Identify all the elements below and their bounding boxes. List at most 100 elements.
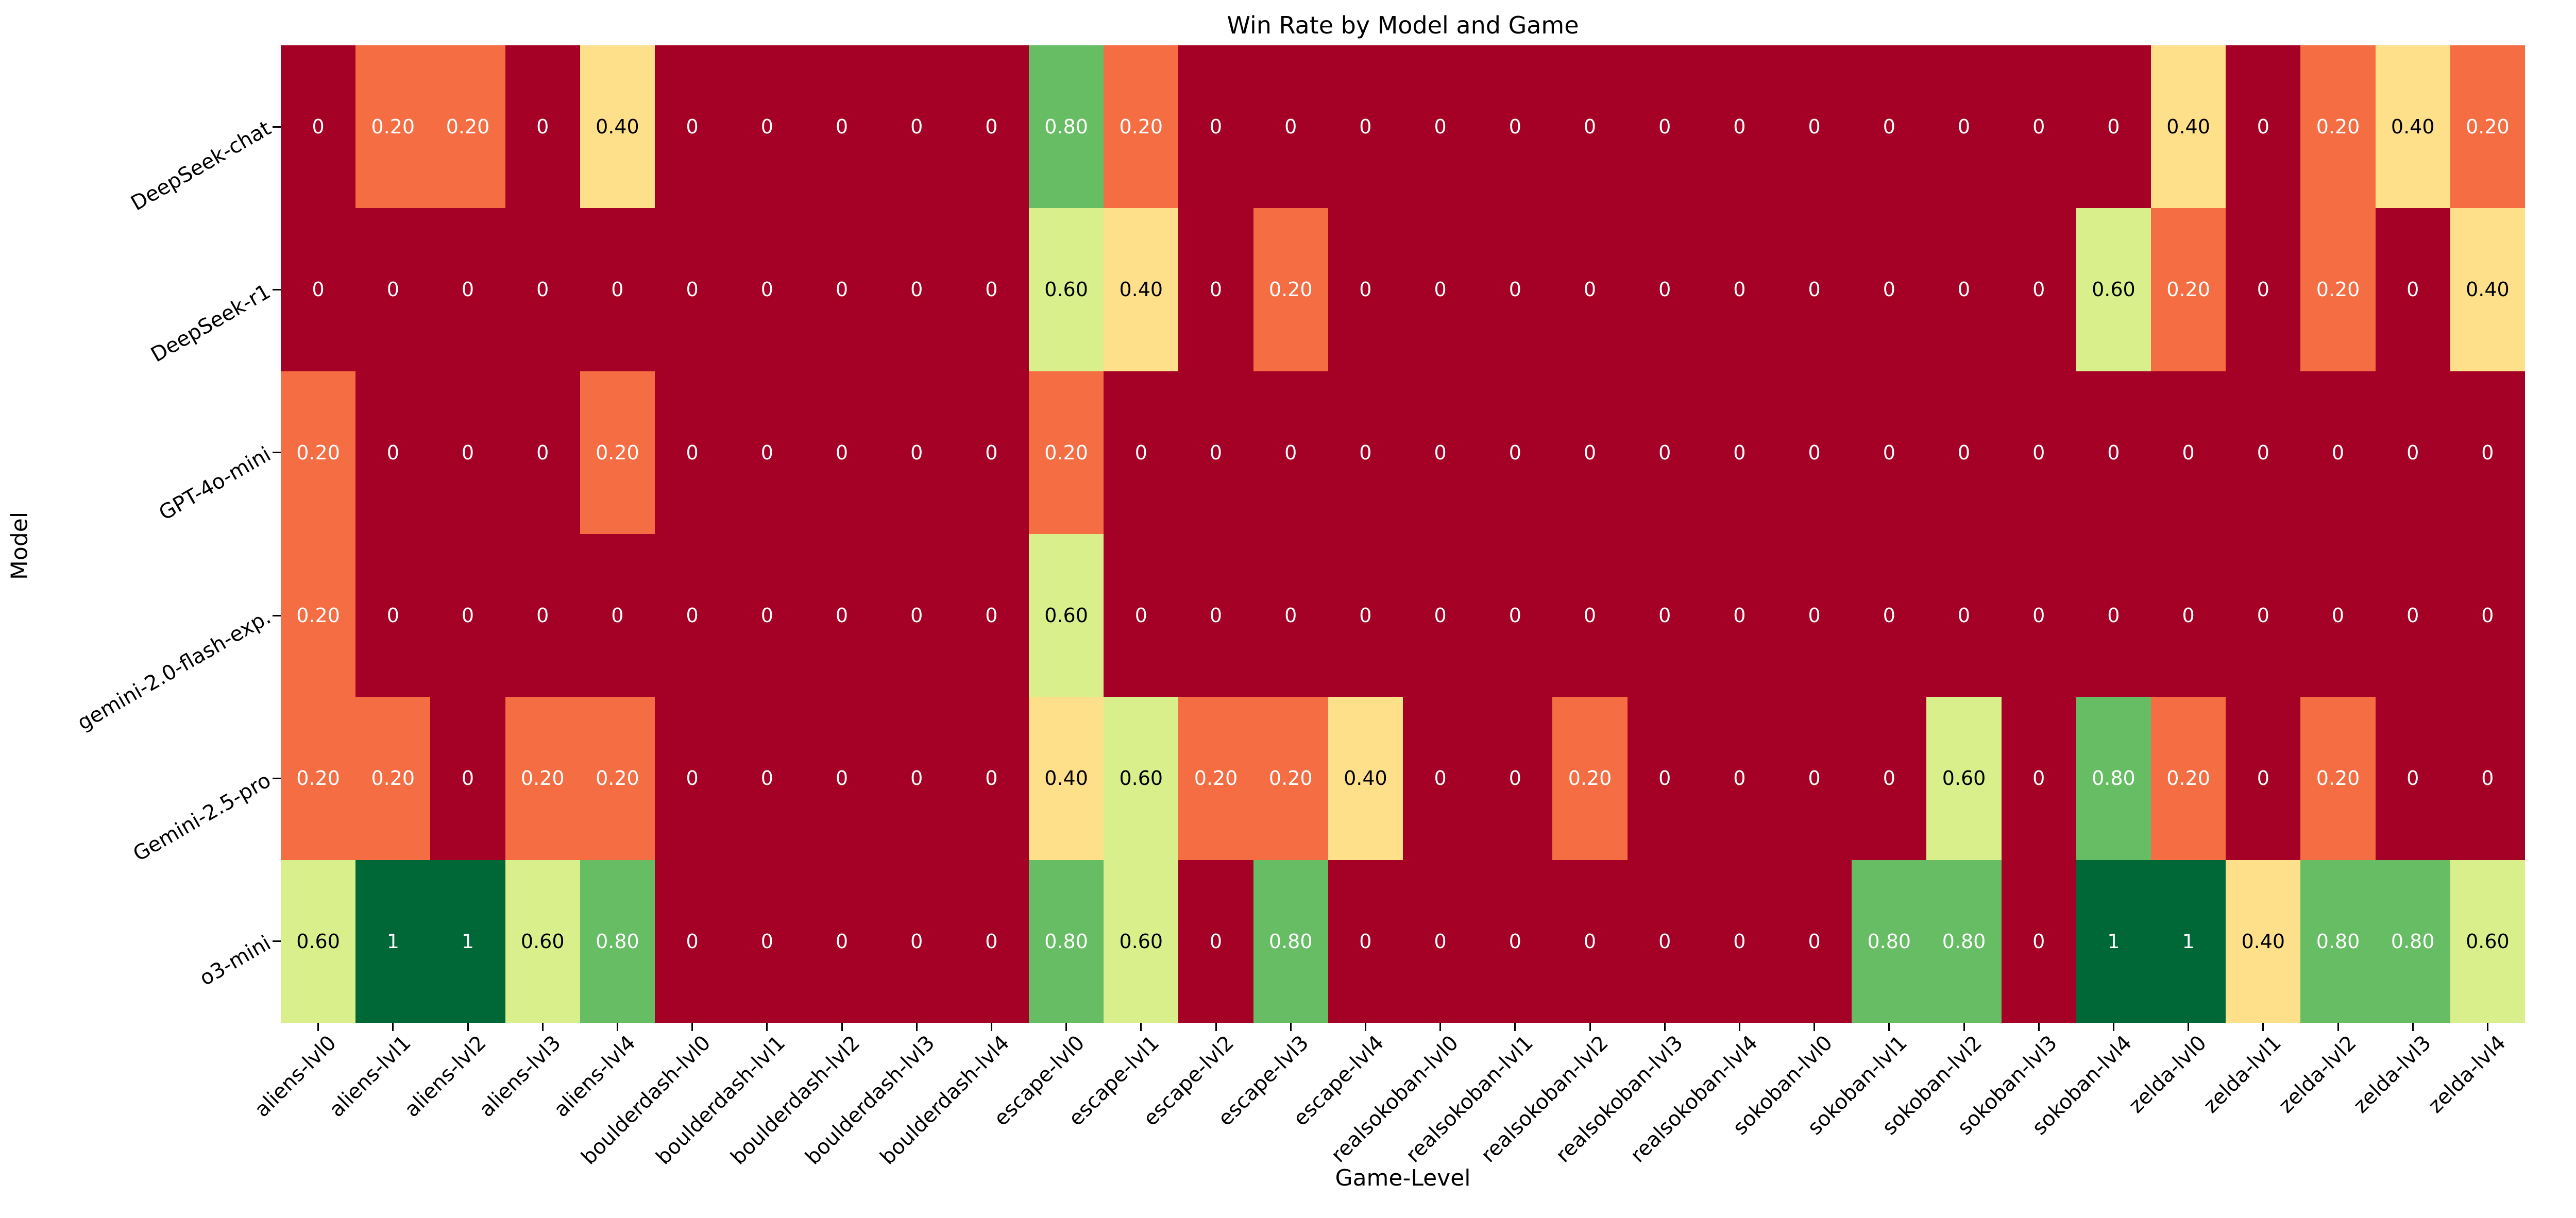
heatmap-cell: 0 [1852, 371, 1927, 534]
heatmap-cell: 0 [879, 697, 954, 860]
heatmap-cell: 0.20 [281, 697, 356, 860]
heatmap-cell: 0 [2226, 534, 2301, 697]
x-tick-mark [2486, 1023, 2488, 1031]
heatmap-cell: 0 [1552, 45, 1628, 209]
x-tick-mark [2188, 1023, 2190, 1031]
heatmap-cell: 0.40 [1328, 697, 1403, 860]
heatmap-cell: 0.20 [1552, 697, 1628, 860]
heatmap-cell: 0 [654, 371, 730, 534]
heatmap-cell: 0 [1926, 208, 2002, 371]
x-tick-mark [392, 1023, 394, 1031]
y-tick-label: gemini-2.0-flash-exp. [73, 605, 275, 735]
heatmap-cell: 0 [1627, 208, 1702, 371]
x-tick-mark [1589, 1023, 1591, 1031]
heatmap-cell: 0.40 [2375, 45, 2450, 209]
heatmap-cell: 0 [2076, 371, 2151, 534]
heatmap-cell: 0.20 [2300, 208, 2376, 371]
heatmap-cell: 0 [879, 208, 954, 371]
heatmap-cell: 0 [1328, 208, 1403, 371]
heatmap-cell: 0 [879, 534, 954, 697]
heatmap-cell: 0.80 [1852, 860, 1927, 1023]
heatmap-cell: 0 [1178, 208, 1253, 371]
heatmap-cell: 0 [654, 208, 730, 371]
x-tick-mark [1215, 1023, 1217, 1031]
heatmap-cell: 0.80 [2076, 697, 2151, 860]
heatmap-cell: 0.60 [2450, 860, 2525, 1023]
heatmap-cell: 0 [1478, 697, 1553, 860]
y-tick-mark [273, 452, 281, 454]
heatmap-cell: 0 [954, 208, 1029, 371]
x-tick-label: zelda-lvl4 [2424, 1031, 2511, 1118]
x-tick-label: realsokoban-lvl4 [1626, 1031, 1762, 1168]
heatmap-cell: 0 [2375, 208, 2450, 371]
x-tick-label: zelda-lvl3 [2349, 1031, 2436, 1118]
heatmap-cell: 0 [1478, 371, 1553, 534]
heatmap-cell: 0 [1478, 45, 1553, 209]
heatmap-cell: 0 [2001, 371, 2076, 534]
x-tick-label: boulderdash-lvl4 [876, 1031, 1014, 1170]
heatmap-cell: 0 [1328, 45, 1403, 209]
heatmap-cell: 0 [954, 697, 1029, 860]
heatmap-cell: 0 [1402, 371, 1478, 534]
heatmap-cell: 0 [2226, 371, 2301, 534]
chart-title: Win Rate by Model and Game [1227, 11, 1579, 39]
heatmap-cell: 0 [1328, 371, 1403, 534]
heatmap-cell: 0 [1627, 860, 1702, 1023]
heatmap-cell: 0 [879, 860, 954, 1023]
heatmap-cell: 0 [430, 208, 505, 371]
heatmap-cell: 0 [2001, 697, 2076, 860]
heatmap-cell: 0 [1552, 371, 1628, 534]
x-tick-label: zelda-lvl2 [2274, 1031, 2361, 1118]
heatmap-cell: 0.20 [1028, 371, 1104, 534]
heatmap-cell: 0.40 [1028, 697, 1104, 860]
x-tick-mark [616, 1023, 618, 1031]
heatmap-cell: 0.20 [1178, 697, 1253, 860]
heatmap-cell: 0.20 [2300, 697, 2376, 860]
x-tick-label: aliens-lvl2 [400, 1031, 491, 1122]
heatmap-cell: 0.20 [355, 45, 431, 209]
heatmap-cell: 0 [1926, 45, 2002, 209]
heatmap-cell: 0 [1627, 697, 1702, 860]
heatmap-cell: 0 [1178, 860, 1253, 1023]
heatmap-cell: 0 [804, 208, 879, 371]
x-tick-label: boulderdash-lvl3 [801, 1031, 940, 1170]
heatmap-cell: 0 [1402, 534, 1478, 697]
x-tick-mark [467, 1023, 469, 1031]
y-tick-mark [273, 126, 281, 128]
heatmap-cell: 0.20 [355, 697, 431, 860]
heatmap-cell: 0 [1178, 371, 1253, 534]
heatmap-cell: 0 [1253, 371, 1328, 534]
heatmap-cell: 0.40 [580, 45, 655, 209]
heatmap-cell: 0 [505, 208, 580, 371]
heatmap-cell: 0 [1776, 860, 1852, 1023]
heatmap-cell: 0 [580, 534, 655, 697]
heatmap-cell: 0 [1852, 45, 1927, 209]
heatmap-cell: 0.20 [1253, 697, 1328, 860]
y-tick-mark [273, 289, 281, 290]
heatmap-cell: 0 [2450, 697, 2525, 860]
heatmap-cell: 0 [1104, 534, 1179, 697]
x-tick-mark [2038, 1023, 2040, 1031]
heatmap-cell: 0.40 [2226, 860, 2301, 1023]
heatmap-cell: 0.20 [2300, 45, 2376, 209]
heatmap-cell: 0 [804, 697, 879, 860]
x-tick-mark [541, 1023, 544, 1031]
heatmap-cell: 0.60 [1104, 697, 1179, 860]
heatmap-cell: 0 [1776, 371, 1852, 534]
x-tick-mark [1963, 1023, 1965, 1031]
heatmap-cell: 0 [1402, 208, 1478, 371]
heatmap-cell: 0 [730, 860, 805, 1023]
heatmap-cell: 0.60 [505, 860, 580, 1023]
y-tick-mark [273, 778, 281, 779]
y-tick-label: GPT-4o-mini [155, 442, 275, 525]
x-tick-label: aliens-lvl1 [325, 1031, 416, 1122]
x-tick-label: aliens-lvl3 [474, 1031, 566, 1122]
heatmap-cell: 0 [2450, 371, 2525, 534]
x-tick-mark [691, 1023, 693, 1031]
heatmap-cell: 0 [654, 534, 730, 697]
x-tick-mark [916, 1023, 918, 1031]
heatmap-cell: 1 [2150, 860, 2226, 1023]
heatmap-cell: 0 [730, 208, 805, 371]
y-tick-mark [273, 614, 281, 616]
